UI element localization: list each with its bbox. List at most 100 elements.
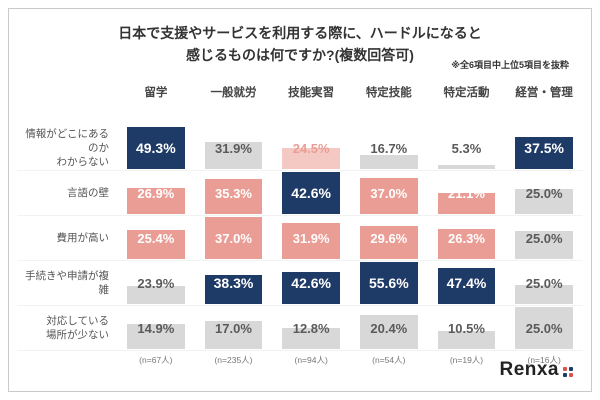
value-cell: 25.0% [505,306,583,351]
bar [282,222,340,259]
renxa-logo: Renxa [499,359,573,381]
value-cell: 20.4% [349,306,428,351]
logo-dot [569,373,573,377]
logo-text: Renxa [499,359,559,380]
bar [204,217,263,259]
sample-size: (n=54人) [372,355,406,365]
value-cell: 26.3% [427,216,506,261]
value-label: 17.0% [215,320,252,336]
value-label: 25.4% [137,230,175,246]
bar [127,230,185,259]
bar [204,179,263,214]
bar [515,307,573,349]
row-label: 対応している 場所が少ない [17,306,117,351]
value-label: 42.6% [291,275,331,291]
value-cell: 25.0% [505,171,583,216]
value-label: 14.9% [137,320,175,336]
bar [515,189,573,214]
value-cell: 42.6% [272,261,350,306]
sample-size-spacer [17,351,117,372]
chart-card: 日本で支援やサービスを利用する際に、ハードルになると 感じるものは何ですか?(複… [8,8,592,392]
bar [127,286,185,304]
row-label: 情報がどこにあるのか わからない [17,126,117,171]
value-cell: 35.3% [194,171,273,216]
value-label: 16.7% [370,140,408,156]
sample-size: (n=235人) [214,355,253,365]
value-cell: 37.0% [349,171,428,216]
bar [515,285,573,304]
value-cell: 24.5% [272,126,350,171]
bar [127,324,185,349]
value-label: 10.5% [448,320,485,336]
value-label: 38.3% [213,275,254,291]
value-cell: 14.9% [117,306,195,351]
value-label: 12.8% [292,320,330,336]
value-label: 29.6% [370,230,408,246]
value-label: 20.4% [370,320,408,336]
row-label: 手続きや申請が複雑 [17,261,117,306]
column-header-keieikanri: 経営・管理 [515,87,573,99]
value-label: 5.3% [451,140,482,156]
bar [360,314,418,349]
bar [515,230,573,259]
value-cell: 37.5% [505,126,583,171]
value-cell: 5.3% [427,126,506,171]
column-header-tokuteikatsudo: 特定活動 [443,87,490,99]
value-label: 26.3% [448,230,485,246]
value-label: 49.3% [135,140,176,156]
sample-size: (n=94人) [294,355,328,365]
bar [127,127,185,169]
row-label: 費用が高い [17,216,117,261]
value-cell: 55.6% [349,261,428,306]
value-cell: 42.6% [272,171,350,216]
bar [437,331,496,349]
value-label: 25.0% [525,230,563,246]
bar [282,172,340,214]
chart-title-line2: 感じるものは何ですか?(複数回答可) [186,47,414,64]
value-cell: 49.3% [117,126,195,171]
value-label: 35.3% [215,185,252,201]
bar [204,141,263,169]
bar [360,154,418,169]
value-label: 47.4% [446,275,487,291]
value-label: 23.9% [137,275,175,291]
value-cell: 25.0% [505,261,583,306]
value-label: 37.0% [215,230,252,246]
bar [437,268,496,304]
header-spacer [17,81,117,103]
bar [437,193,496,214]
value-label: 42.6% [291,185,331,201]
bar [282,271,340,304]
row-label: 言語の壁 [17,171,117,216]
value-label: 26.9% [137,185,175,201]
column-header-ippanshuro: 一般就労 [210,87,257,99]
value-label: 21.1% [448,185,485,201]
column-header-ginojisshu: 技能実習 [288,87,335,99]
value-cell: 16.7% [349,126,428,171]
bar [437,164,496,169]
value-label: 37.5% [524,140,564,156]
value-cell: 38.3% [194,261,273,306]
value-cell: 10.5% [427,306,506,351]
value-cell: 26.9% [117,171,195,216]
value-label: 37.0% [370,185,408,201]
value-cell: 47.4% [427,261,506,306]
bar [204,275,263,304]
value-cell: 31.9% [194,126,273,171]
value-label: 31.9% [215,140,252,156]
value-cell: 25.0% [505,216,583,261]
logo-dots-icon [563,367,573,377]
bar [282,327,340,349]
value-label: 25.0% [525,320,563,336]
column-header-tokuteigino: 特定技能 [365,87,412,99]
chart-note: ※全6項目中上位5項目を抜粋 [451,60,569,70]
value-cell: 17.0% [194,306,273,351]
sample-size: (n=19人) [449,355,484,365]
value-cell: 37.0% [194,216,273,261]
value-label: 24.5% [292,140,330,156]
logo-dot [563,367,567,371]
bar [437,229,496,259]
chart-title-line1: 日本で支援やサービスを利用する際に、ハードルになると [118,25,482,41]
value-label: 55.6% [368,275,409,291]
value-cell: 12.8% [272,306,350,351]
